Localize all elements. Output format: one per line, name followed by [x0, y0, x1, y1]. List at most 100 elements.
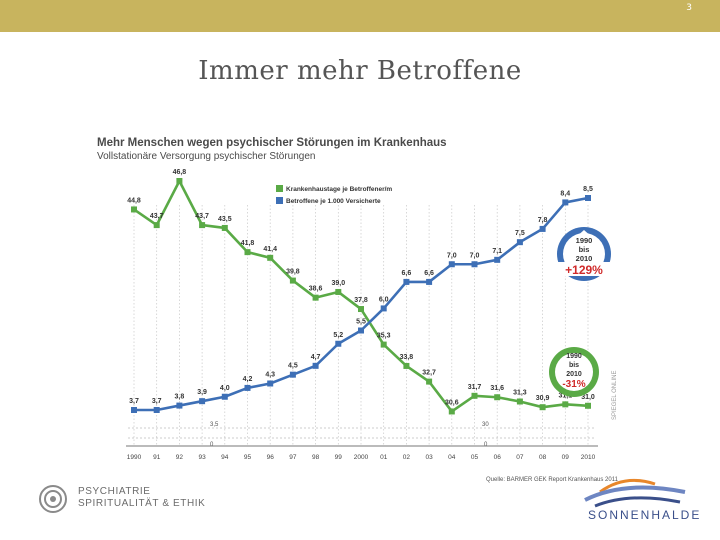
point-green-08: [539, 404, 546, 411]
point-green-03: [426, 378, 433, 385]
chart-axes: 3,5 0 30 0 1990 91 92 93 94 95 96 97 98 99 2000 01 02 03 0…: [126, 422, 598, 461]
label-green-99: 39,0: [331, 280, 345, 287]
label-green-08: 30,9: [536, 395, 550, 402]
green-axis-base-label: 30: [482, 422, 489, 428]
label-blue-06: 7,1: [492, 248, 502, 255]
point-blue-96: [267, 380, 274, 387]
label-blue-93: 3,9: [197, 389, 207, 396]
label-green-02: 33,8: [400, 354, 414, 361]
point-green-92: [176, 178, 183, 184]
point-green-02: [403, 362, 410, 369]
label-green-05: 31,7: [468, 384, 482, 391]
label-blue-07: 7,5: [515, 230, 525, 237]
x-tick-2000: 2000: [354, 454, 369, 461]
x-tick-96: 96: [267, 454, 275, 461]
badge-decrease: 1990 bis 2010 -31%: [549, 347, 599, 397]
label-blue-04: 7,0: [447, 252, 457, 259]
point-blue-04: [448, 261, 455, 268]
hill-logo-icon: [584, 478, 686, 508]
green-axis-zero-label: 0: [484, 442, 488, 448]
label-green-93: 43,7: [195, 213, 209, 220]
point-green-96: [267, 254, 274, 261]
point-green-93: [199, 222, 206, 229]
logo-left-line2: SPIRITUALITÄT & ETHIK: [78, 498, 206, 509]
point-green-09: [562, 401, 569, 408]
label-green-03: 32,7: [422, 370, 436, 377]
label-blue-2010: 8,5: [583, 186, 593, 193]
x-tick-2010: 2010: [581, 454, 596, 461]
x-tick-09: 09: [562, 454, 570, 461]
point-blue-02: [403, 278, 410, 285]
slide-number: 3: [686, 3, 692, 13]
chart-source: Quelle: BARMER GEK Report Krankenhaus 20…: [486, 477, 619, 483]
badge-increase-arrow: [566, 230, 602, 246]
point-green-2010: [585, 402, 591, 409]
legend-swatch-green: [276, 185, 283, 192]
label-green-95: 41,8: [241, 240, 255, 247]
point-green-91: [153, 222, 160, 229]
x-tick-01: 01: [380, 454, 388, 461]
badge-decrease-year1: 1990: [566, 353, 582, 360]
label-blue-97: 4,5: [288, 363, 298, 370]
legend: Krankenhaustage je Betroffener/m Betroff…: [276, 185, 392, 205]
badge-decrease-value: -31%: [562, 379, 585, 390]
label-green-07: 31,3: [513, 390, 527, 397]
label-blue-98: 4,7: [311, 354, 321, 361]
point-blue-2000: [358, 327, 364, 334]
x-tick-08: 08: [539, 454, 547, 461]
x-tick-92: 92: [176, 454, 184, 461]
label-blue-95: 4,2: [243, 376, 253, 383]
label-green-09: 31,1: [558, 392, 572, 399]
badge-increase: 1990 bis 2010 +129%: [555, 227, 613, 281]
point-green-01: [380, 341, 387, 348]
label-green-97: 39,8: [286, 269, 300, 276]
label-blue-91: 3,7: [152, 398, 162, 405]
badge-decrease-year2: 2010: [566, 371, 582, 378]
header-bar: 3: [0, 0, 720, 32]
point-blue-09: [562, 199, 569, 206]
chart-series: [131, 178, 591, 415]
label-blue-01: 6,0: [379, 296, 389, 303]
label-green-92: 46,8: [173, 169, 187, 176]
point-blue-03: [426, 278, 433, 285]
logo-right-text: SONNENHALDE: [588, 508, 702, 522]
label-blue-96: 4,3: [265, 372, 275, 379]
logo-sonnenhalde: SONNENHALDE: [580, 474, 699, 526]
badge-increase-value: +129%: [565, 263, 603, 277]
x-tick-91: 91: [153, 454, 161, 461]
label-blue-92: 3,8: [175, 394, 185, 401]
label-green-91: 43,7: [150, 213, 164, 220]
label-green-94: 43,5: [218, 216, 232, 223]
badge-decrease-inner: [555, 353, 593, 391]
badge-increase-value-bg: [555, 262, 613, 276]
label-blue-94: 4,0: [220, 385, 230, 392]
point-green-99: [335, 288, 342, 295]
x-tick-1990: 1990: [127, 454, 142, 461]
point-green-04: [448, 408, 455, 415]
label-blue-08: 7,8: [538, 217, 548, 224]
point-green-05: [471, 392, 478, 399]
point-blue-2010: [585, 195, 591, 201]
chart-subtitle: Vollstationäre Versorgung psychischer St…: [97, 151, 316, 162]
point-blue-01: [380, 305, 387, 312]
blue-axis-zero-label: 0: [210, 442, 214, 448]
x-tick-04: 04: [448, 454, 456, 461]
label-blue-2000: 5,5: [356, 319, 366, 326]
point-blue-91: [153, 407, 160, 413]
point-green-07: [516, 398, 523, 405]
logo-psychiatrie: PSYCHIATRIE SPIRITUALITÄT & ETHIK: [38, 484, 238, 516]
badge-increase-bis: bis: [579, 245, 590, 254]
badge-increase-year2: 2010: [576, 254, 593, 263]
x-tick-99: 99: [335, 454, 343, 461]
label-green-96: 41,4: [263, 246, 277, 253]
chart-data-labels: 44,8 43,7 46,8 43,7 43,5 41,8 41,4 39,8 38,6 39,0…: [127, 169, 595, 406]
x-tick-03: 03: [425, 454, 433, 461]
x-tick-98: 98: [312, 454, 320, 461]
label-green-01: 35,3: [377, 333, 391, 340]
legend-swatch-blue: [276, 197, 283, 204]
legend-label-green: Krankenhaustage je Betroffener/m: [286, 186, 392, 193]
label-blue-02: 6,6: [402, 270, 412, 277]
label-blue-05: 7,0: [470, 252, 480, 259]
label-green-1990: 44,8: [127, 197, 141, 204]
point-blue-08: [539, 225, 546, 232]
